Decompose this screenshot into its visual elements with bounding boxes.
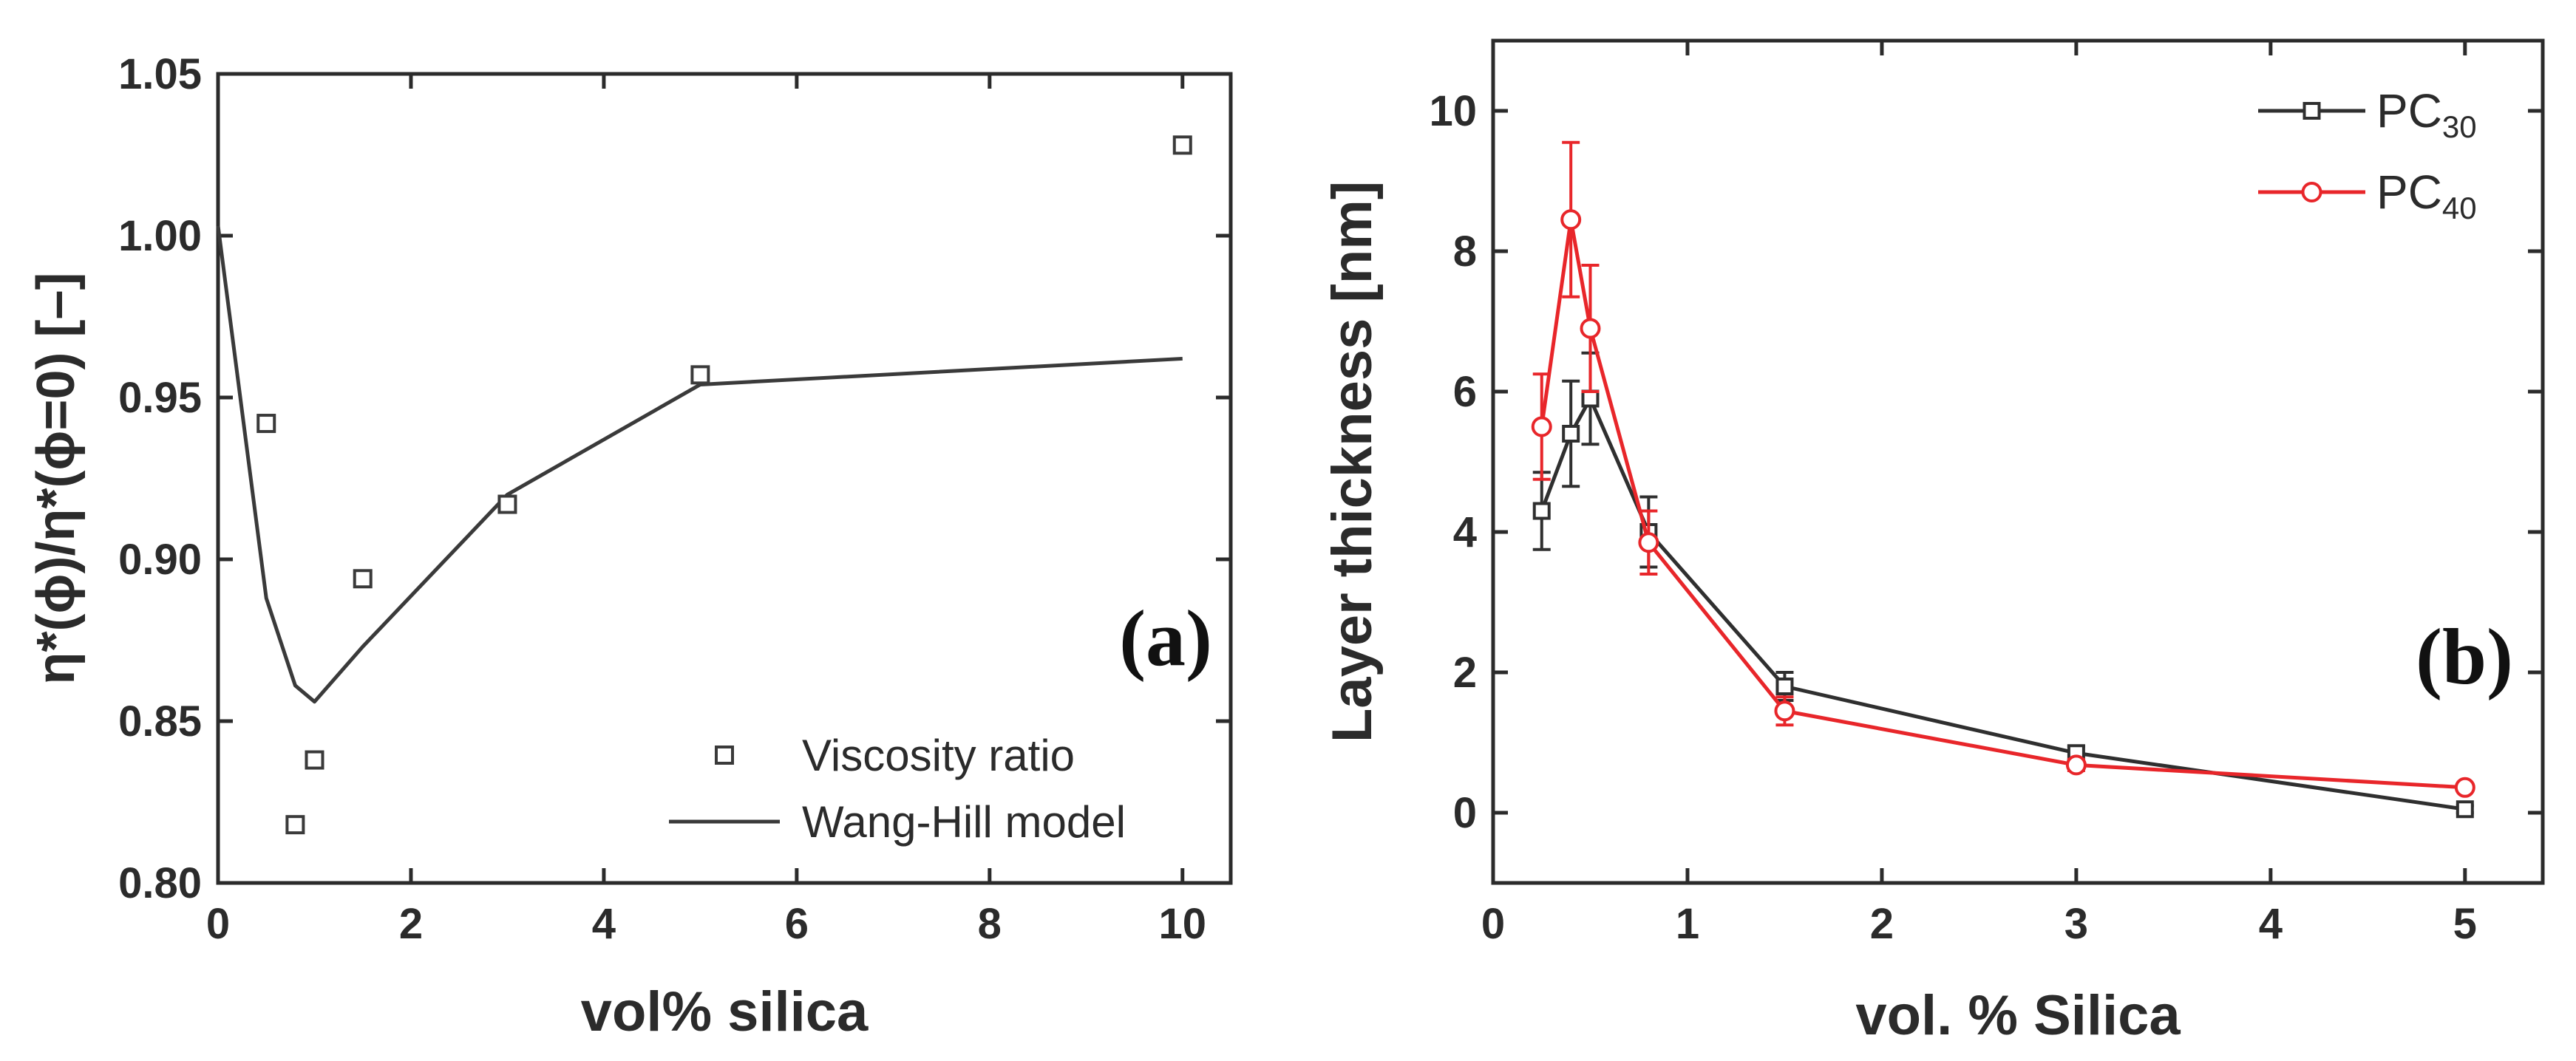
y-tick-label: 0 [1453, 789, 1477, 837]
legend-label-pc40: PC40 [2376, 166, 2477, 225]
y-tick-label: 0.85 [118, 697, 202, 746]
legend-label-pc30: PC30 [2376, 84, 2477, 144]
legend-label-wang-hill: Wang-Hill model [802, 797, 1126, 847]
y-tick-label: 0.95 [118, 374, 202, 422]
viscosity-ratio-point [305, 750, 324, 770]
x-tick-label: 1 [1676, 900, 1699, 948]
x-axis-label: vol. % Silica [1855, 984, 2181, 1047]
y-tick-label: 8 [1453, 228, 1477, 276]
x-tick-label: 0 [1481, 900, 1505, 948]
panel-label: (b) [2416, 613, 2513, 701]
x-tick-label: 8 [978, 900, 1002, 948]
viscosity-ratio-point [1172, 135, 1192, 155]
x-tick-label: 4 [592, 900, 616, 948]
pc40-line [1540, 217, 2465, 790]
pc40-point [2065, 754, 2087, 776]
wang-hill-model-line [216, 225, 1183, 704]
plot-frame [1491, 38, 2545, 885]
pc30-point [2456, 800, 2474, 819]
y-tick-label: 6 [1453, 368, 1477, 416]
y-axis-label: Layer thickness [nm] [1321, 181, 1384, 743]
y-tick-label: 10 [1429, 87, 1477, 135]
legend-label-pc30-subscript: 30 [2442, 109, 2477, 144]
viscosity-ratio-point [353, 569, 373, 589]
y-tick-label: 1.00 [118, 212, 202, 260]
pc30-point [1581, 389, 1600, 408]
pc40-point [1580, 318, 1601, 339]
pc40-point [2454, 777, 2475, 798]
legend-label-pc40-subscript: 40 [2442, 191, 2477, 225]
x-tick-label: 10 [1159, 900, 1207, 948]
panel-label: (a) [1119, 595, 1212, 683]
x-tick-label: 2 [399, 900, 423, 948]
pc30-line [1540, 397, 2466, 811]
x-tick-label: 4 [2259, 900, 2283, 948]
legend-marker-pc30 [2303, 102, 2321, 120]
legend-label-pc30-name: PC [2376, 84, 2442, 137]
y-tick-label: 0.80 [118, 859, 202, 907]
legend-label-pc40-name: PC [2376, 166, 2442, 219]
y-tick-label: 1.05 [118, 50, 202, 98]
y-tick-label: 2 [1453, 649, 1477, 697]
pc40-point [1560, 209, 1582, 231]
x-axis-label: vol% silica [581, 980, 869, 1043]
x-tick-label: 0 [206, 900, 230, 948]
x-tick-label: 2 [1870, 900, 1894, 948]
x-tick-label: 5 [2453, 900, 2477, 948]
legend-marker-viscosity-ratio [715, 746, 734, 765]
y-tick-label: 0.90 [118, 536, 202, 584]
x-tick-label: 3 [2064, 900, 2088, 948]
y-tick-label: 4 [1453, 508, 1477, 556]
viscosity-ratio-point [497, 494, 517, 514]
viscosity-ratio-point [285, 815, 305, 835]
y-axis-label: η*(ϕ)/η*(ϕ=0) [–] [27, 273, 86, 685]
pc30-point [1562, 425, 1580, 443]
legend-label-viscosity-ratio: Viscosity ratio [802, 731, 1075, 780]
pc40-point [1774, 700, 1795, 722]
panel-a-chart: 0 2 4 6 8 10 0.80 0.85 0.90 0.95 1.00 1.05 vol% sili… [27, 50, 1233, 1043]
plot-frame [216, 72, 1233, 885]
panel-b-chart: 0 1 2 3 4 5 0 2 4 6 8 10 vol. % Silica Layer thicknes… [1321, 38, 2545, 1047]
pc40-point [1531, 416, 1552, 437]
pc30-point [1775, 678, 1794, 695]
legend-marker-pc40 [2301, 182, 2322, 202]
pc30-point [1532, 502, 1551, 520]
x-tick-label: 6 [785, 900, 809, 948]
viscosity-ratio-point [690, 365, 710, 385]
pc40-point [1638, 532, 1659, 553]
viscosity-ratio-point [256, 414, 276, 434]
